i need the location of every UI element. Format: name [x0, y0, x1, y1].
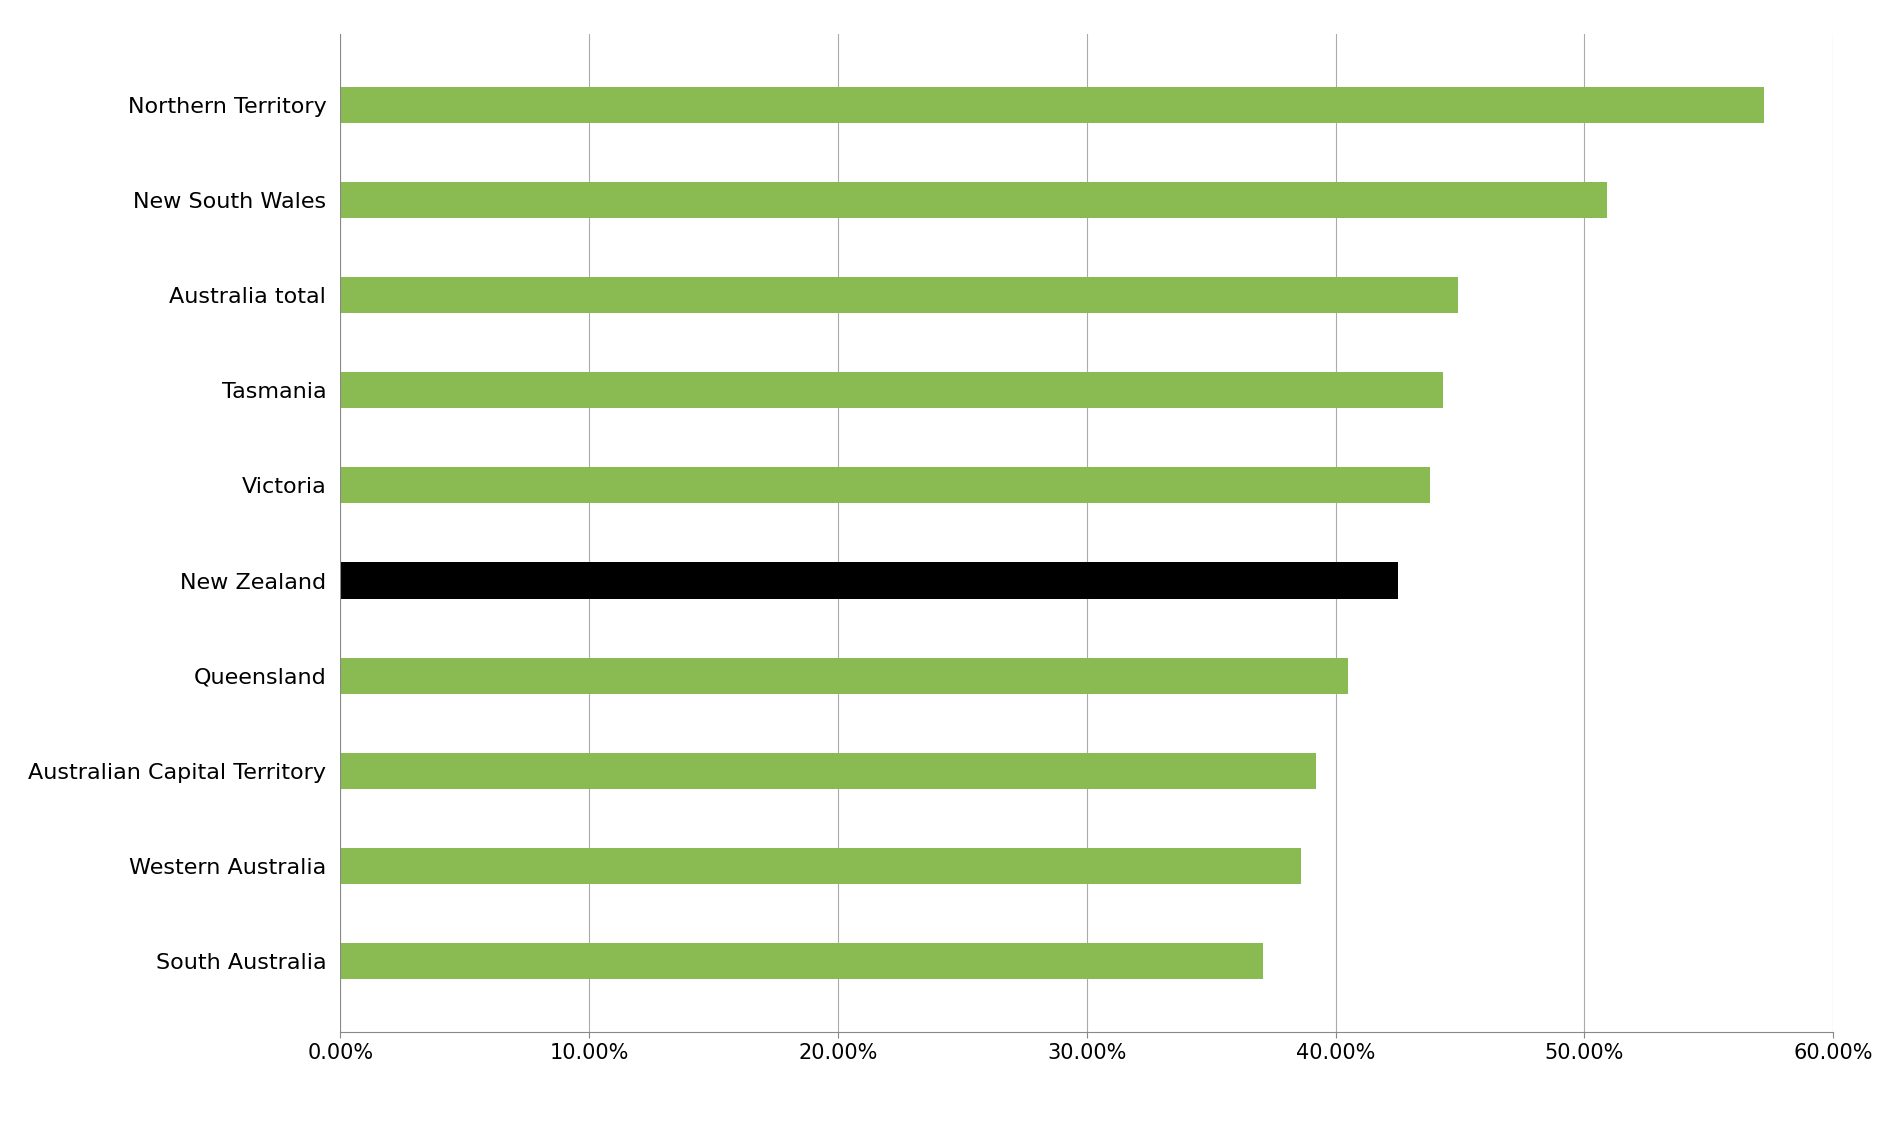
Bar — [340, 86, 1762, 123]
Bar — [340, 277, 1456, 313]
Bar — [340, 753, 1315, 789]
Bar — [340, 848, 1300, 884]
Bar — [340, 562, 1398, 598]
Bar — [340, 468, 1430, 504]
Bar — [340, 942, 1262, 980]
Bar — [340, 373, 1441, 408]
Bar — [340, 182, 1606, 218]
Bar — [340, 657, 1347, 693]
